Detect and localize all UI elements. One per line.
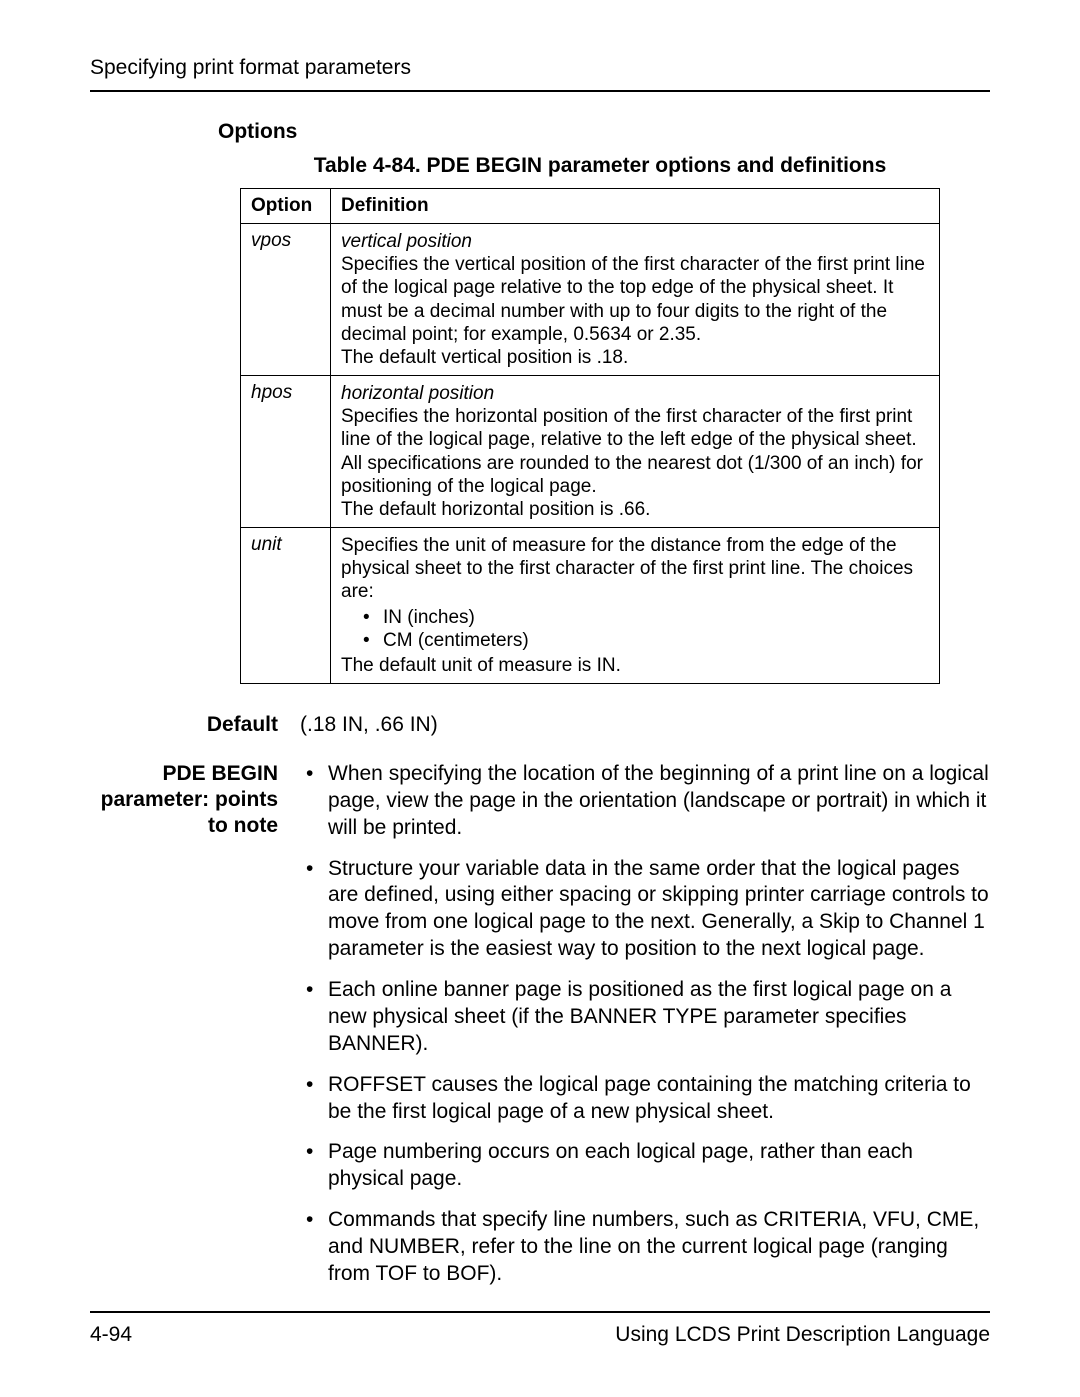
notes-label-line: to note — [208, 814, 278, 837]
option-cell: unit — [241, 528, 331, 684]
table-row: unit Specifies the unit of measure for t… — [241, 528, 940, 684]
table-header-row: Option Definition — [241, 189, 940, 224]
definition-cell: horizontal position Specifies the horizo… — [331, 376, 940, 528]
definition-body: Specifies the horizontal position of the… — [341, 406, 923, 497]
definition-default: The default horizontal position is .66. — [341, 499, 650, 520]
definition-term: vertical position — [341, 231, 472, 252]
list-item: Structure your variable data in the same… — [300, 856, 990, 964]
col-option: Option — [241, 189, 331, 224]
notes-list: When specifying the location of the begi… — [300, 761, 990, 1288]
options-table: Option Definition vpos vertical position… — [240, 188, 940, 684]
page: Specifying print format parameters Optio… — [0, 0, 1080, 1397]
unit-choices-list: IN (inches) CM (centimeters) — [359, 606, 929, 652]
col-definition: Definition — [331, 189, 940, 224]
page-number: 4-94 — [90, 1323, 132, 1347]
definition-term: horizontal position — [341, 383, 494, 404]
footer-doc-title: Using LCDS Print Description Language — [615, 1323, 990, 1347]
option-cell: hpos — [241, 376, 331, 528]
definition-cell: Specifies the unit of measure for the di… — [331, 528, 940, 684]
table-caption: Table 4-84. PDE BEGIN parameter options … — [90, 154, 990, 178]
list-item: Commands that specify line numbers, such… — [300, 1207, 990, 1288]
page-footer: 4-94 Using LCDS Print Description Langua… — [90, 1311, 990, 1347]
table-row: hpos horizontal position Specifies the h… — [241, 376, 940, 528]
running-header: Specifying print format parameters — [90, 56, 990, 92]
notes-content: When specifying the location of the begi… — [300, 761, 990, 1302]
list-item: IN (inches) — [359, 606, 929, 629]
list-item: Page numbering occurs on each logical pa… — [300, 1139, 990, 1193]
list-item: CM (centimeters) — [359, 629, 929, 652]
default-label: Default — [90, 712, 300, 738]
definition-default: The default unit of measure is IN. — [341, 655, 621, 676]
definition-body: Specifies the vertical position of the f… — [341, 254, 925, 345]
notes-label: PDE BEGIN parameter: points to note — [90, 761, 300, 840]
default-row: Default (.18 IN, .66 IN) — [90, 712, 990, 739]
options-heading: Options — [218, 120, 990, 144]
notes-label-line: parameter: points — [101, 788, 278, 811]
default-value: (.18 IN, .66 IN) — [300, 712, 990, 739]
list-item: ROFFSET causes the logical page containi… — [300, 1072, 990, 1126]
notes-label-line: PDE BEGIN — [162, 762, 278, 785]
option-cell: vpos — [241, 224, 331, 376]
definition-body: Specifies the unit of measure for the di… — [341, 535, 913, 602]
notes-row: PDE BEGIN parameter: points to note When… — [90, 761, 990, 1302]
list-item: Each online banner page is positioned as… — [300, 977, 990, 1058]
table-row: vpos vertical position Specifies the ver… — [241, 224, 940, 376]
definition-default: The default vertical position is .18. — [341, 347, 628, 368]
definition-cell: vertical position Specifies the vertical… — [331, 224, 940, 376]
list-item: When specifying the location of the begi… — [300, 761, 990, 842]
